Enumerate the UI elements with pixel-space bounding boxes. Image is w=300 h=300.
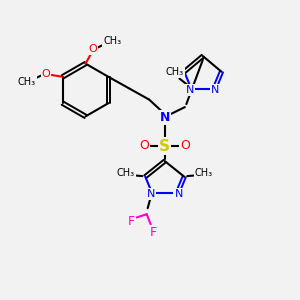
Text: CH₃: CH₃ [117, 168, 135, 178]
Text: O: O [88, 44, 98, 54]
Text: N: N [147, 189, 155, 199]
Text: CH₃: CH₃ [103, 36, 121, 46]
Text: O: O [180, 139, 190, 152]
Text: F: F [128, 214, 135, 228]
Text: N: N [186, 85, 194, 95]
Text: N: N [211, 85, 220, 95]
Text: CH₃: CH₃ [195, 168, 213, 178]
Text: N: N [174, 189, 183, 199]
Text: CH₃: CH₃ [166, 67, 184, 77]
Text: F: F [150, 226, 157, 239]
Text: O: O [42, 69, 50, 79]
Text: O: O [140, 139, 149, 152]
Text: S: S [159, 139, 170, 154]
Text: N: N [160, 111, 170, 124]
Text: CH₃: CH₃ [18, 77, 36, 87]
